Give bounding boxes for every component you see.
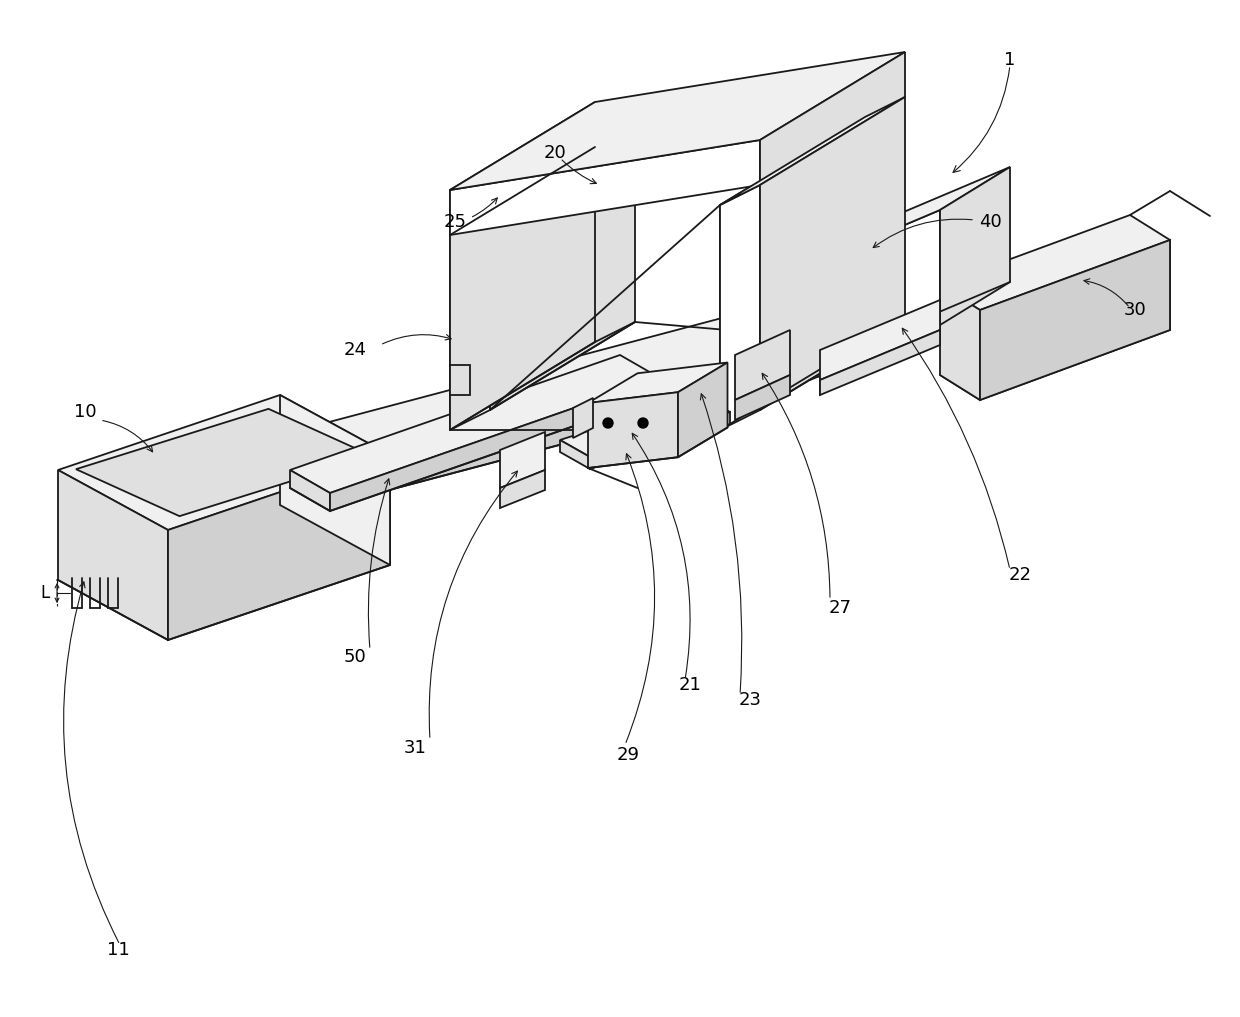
- Text: 27: 27: [828, 599, 852, 617]
- Polygon shape: [450, 365, 470, 395]
- Text: 10: 10: [73, 403, 97, 421]
- Polygon shape: [340, 295, 1021, 503]
- Polygon shape: [810, 210, 940, 380]
- Polygon shape: [940, 285, 980, 400]
- Polygon shape: [450, 127, 635, 235]
- Text: 1: 1: [1004, 51, 1016, 69]
- Text: 11: 11: [107, 941, 129, 959]
- Polygon shape: [810, 167, 1011, 265]
- Polygon shape: [280, 395, 391, 565]
- Text: 21: 21: [678, 676, 702, 694]
- Polygon shape: [290, 355, 660, 493]
- Text: 23: 23: [739, 691, 761, 709]
- Polygon shape: [450, 102, 595, 235]
- Polygon shape: [588, 393, 678, 468]
- Polygon shape: [940, 167, 1011, 325]
- Text: 31: 31: [403, 739, 427, 757]
- Polygon shape: [735, 330, 790, 400]
- Polygon shape: [573, 398, 593, 438]
- Polygon shape: [490, 127, 635, 410]
- Text: 24: 24: [343, 341, 367, 359]
- Polygon shape: [980, 240, 1171, 400]
- Polygon shape: [450, 140, 760, 235]
- Polygon shape: [167, 455, 391, 640]
- Polygon shape: [290, 470, 330, 511]
- Polygon shape: [280, 435, 340, 503]
- Text: 50: 50: [343, 648, 366, 666]
- Polygon shape: [760, 97, 905, 410]
- Text: 29: 29: [616, 746, 640, 764]
- Polygon shape: [940, 215, 1171, 310]
- Polygon shape: [500, 432, 546, 488]
- Polygon shape: [720, 97, 905, 205]
- Polygon shape: [500, 470, 546, 508]
- Polygon shape: [58, 470, 167, 640]
- Circle shape: [639, 418, 649, 428]
- Polygon shape: [720, 185, 760, 430]
- Polygon shape: [820, 330, 940, 395]
- Polygon shape: [678, 362, 728, 458]
- Polygon shape: [330, 378, 660, 511]
- Polygon shape: [588, 362, 728, 403]
- Text: 30: 30: [1123, 301, 1146, 319]
- Polygon shape: [720, 117, 866, 430]
- Text: 40: 40: [978, 213, 1002, 231]
- Polygon shape: [76, 409, 372, 517]
- Polygon shape: [820, 300, 940, 380]
- Polygon shape: [560, 395, 730, 457]
- Polygon shape: [450, 215, 490, 430]
- Text: 22: 22: [1008, 566, 1032, 584]
- Polygon shape: [590, 412, 730, 469]
- Circle shape: [603, 418, 613, 428]
- Text: 25: 25: [444, 213, 466, 231]
- Polygon shape: [450, 147, 595, 430]
- Polygon shape: [735, 375, 790, 420]
- Polygon shape: [280, 255, 1021, 475]
- Text: 20: 20: [543, 144, 567, 162]
- Polygon shape: [58, 395, 391, 530]
- Polygon shape: [760, 52, 905, 185]
- Polygon shape: [560, 440, 590, 469]
- Polygon shape: [450, 52, 905, 190]
- Text: L: L: [41, 584, 50, 602]
